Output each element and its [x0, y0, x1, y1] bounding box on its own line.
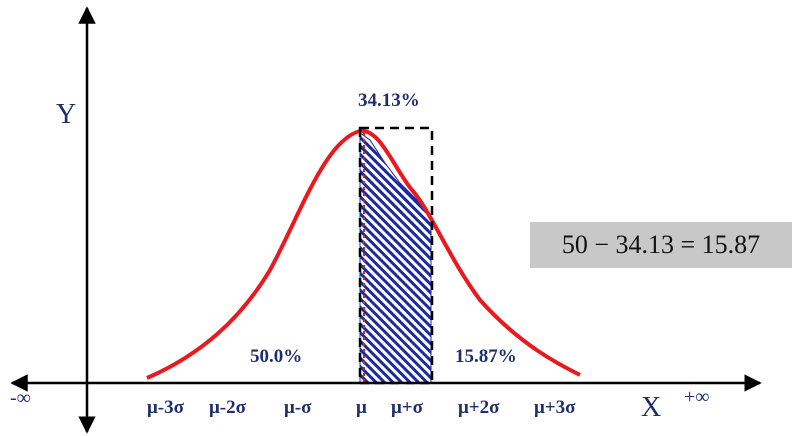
tick-label-mu: μ [356, 397, 367, 418]
tick-label-mu-plus-2sigma: μ+2σ [458, 397, 500, 418]
shaded-area-mu-to-sigma [359, 132, 432, 384]
positive-infinity-label: +∞ [684, 386, 710, 408]
normal-curve [146, 128, 581, 380]
percent-label-34-13: 34.13% [358, 90, 420, 111]
equation-box: 50 − 34.13 = 15.87 [530, 222, 792, 268]
y-axis-label: Y [56, 99, 76, 130]
percent-label-50: 50.0% [250, 346, 302, 367]
negative-infinity-label: -∞ [10, 387, 31, 409]
tick-label-mu-plus-sigma: μ+σ [391, 397, 424, 418]
percent-label-15-87: 15.87% [455, 346, 517, 367]
x-axis-label: X [641, 392, 661, 423]
tick-label-mu-minus-3sigma: μ-3σ [147, 397, 185, 418]
tick-label-mu-plus-3sigma: μ+3σ [534, 397, 576, 418]
tick-label-mu-minus-2sigma: μ-2σ [209, 397, 247, 418]
tick-label-mu-minus-sigma: μ-σ [284, 397, 312, 418]
dashed-box [358, 126, 434, 385]
equation-text: 50 − 34.13 = 15.87 [561, 230, 761, 259]
